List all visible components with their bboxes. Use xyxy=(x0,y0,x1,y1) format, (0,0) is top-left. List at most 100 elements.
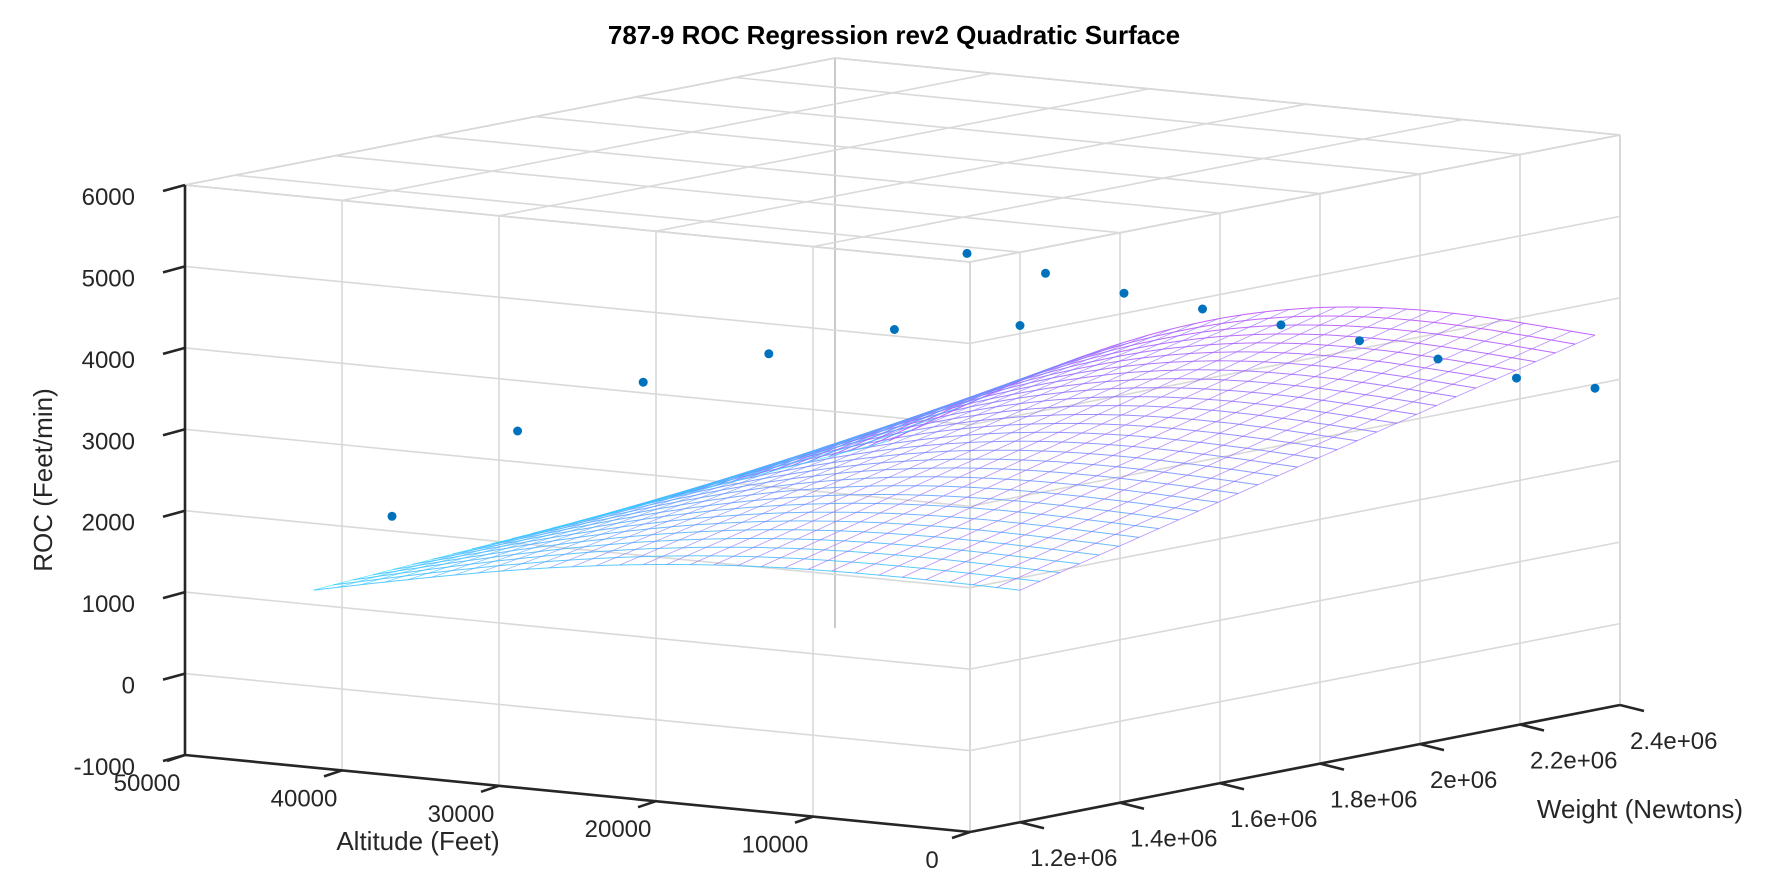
surface-mesh-line xyxy=(925,319,1501,581)
surface-mesh-line xyxy=(737,307,1313,567)
z-tick-label: 4000 xyxy=(82,347,135,374)
y-tick xyxy=(1419,742,1445,752)
grid-line-y-top xyxy=(634,96,1421,175)
y-axis-line xyxy=(969,703,1621,834)
grid-line-z xyxy=(184,591,971,670)
y-tick-label: 2e+06 xyxy=(1430,767,1497,794)
x-tick xyxy=(951,830,971,840)
grid-line-x-top xyxy=(341,72,993,202)
grid-line-y-top xyxy=(534,115,1321,195)
scatter-point xyxy=(1355,336,1364,346)
scatter-point xyxy=(962,248,972,258)
scatter-point xyxy=(1433,354,1443,364)
z-tick xyxy=(162,265,186,274)
surface-mesh-line xyxy=(313,440,889,591)
y-tick xyxy=(1619,703,1645,713)
scatter-point xyxy=(889,325,899,334)
z-tick xyxy=(162,183,186,193)
surface-mesh-line xyxy=(888,306,1596,442)
scatter-point xyxy=(1041,268,1050,278)
surface-mesh-line xyxy=(848,324,1556,452)
grid-line-z xyxy=(184,347,971,426)
surface-mesh-line xyxy=(760,306,1337,568)
grid-line-z-side xyxy=(969,459,1621,589)
z-tick-label: -1000 xyxy=(74,754,135,781)
x-tick xyxy=(323,769,343,778)
y-tick-label: 2.4e+06 xyxy=(1630,728,1717,755)
y-tick-label: 1.4e+06 xyxy=(1130,826,1217,853)
y-tick-label: 1.2e+06 xyxy=(1030,845,1117,872)
surface-mesh-line xyxy=(643,318,1219,565)
y-tick xyxy=(1019,820,1045,830)
grid-line-z xyxy=(184,672,971,752)
z-axis-label: ROC (Feet/min) xyxy=(28,388,58,571)
x-tick xyxy=(794,815,814,824)
chart-title: 787-9 ROC Regression rev2 Quadratic Surf… xyxy=(608,20,1180,50)
surface-mesh-line xyxy=(619,323,1195,566)
surface-mesh-line xyxy=(525,349,1101,570)
grid-line-x-top xyxy=(812,118,1464,248)
regression-surface xyxy=(313,306,1596,591)
grid xyxy=(184,57,1621,833)
y-tick-label: 1.8e+06 xyxy=(1330,787,1417,814)
z-tick xyxy=(162,428,186,437)
grid-line-y-top xyxy=(334,154,1121,234)
scatter-point xyxy=(1512,373,1521,383)
grid-line-x-top xyxy=(655,103,1307,232)
grid-line-z xyxy=(184,428,971,508)
y-tick xyxy=(1519,723,1545,732)
scatter-point xyxy=(1276,320,1286,330)
surface-mesh-line xyxy=(548,342,1125,569)
surface-mesh-line xyxy=(902,315,1478,578)
x-tick-label: 0 xyxy=(925,847,938,874)
scatter-point xyxy=(513,426,523,436)
x-tick-label: 50000 xyxy=(114,770,181,797)
z-tick-label: 5000 xyxy=(82,265,135,292)
surface-mesh-line xyxy=(807,307,1384,570)
y-tick-label: 1.6e+06 xyxy=(1230,806,1317,833)
scatter-point xyxy=(1590,383,1600,393)
scatter-points xyxy=(387,248,1600,521)
surface-mesh-line xyxy=(831,308,1407,572)
x-tick-label: 10000 xyxy=(742,832,809,859)
z-tick-label: 2000 xyxy=(82,510,135,537)
x-tick-label: 20000 xyxy=(585,816,652,843)
y-tick xyxy=(1319,762,1345,771)
grid-line-z-side xyxy=(969,215,1621,345)
surface-mesh-line xyxy=(313,564,1021,591)
z-tick xyxy=(162,346,186,356)
surface-mesh-line xyxy=(1019,334,1596,591)
scatter-point xyxy=(638,377,648,387)
grid-line-z-side xyxy=(969,622,1621,752)
grid-line-x-top xyxy=(498,88,1150,217)
z-tick xyxy=(162,753,186,763)
surface-mesh-line xyxy=(996,330,1572,588)
grid-line-x-top xyxy=(184,57,836,186)
surface-mesh-line xyxy=(878,313,1454,576)
grid-line-y-top xyxy=(434,135,1221,214)
grid-line-y-top xyxy=(734,76,1521,156)
x-tick xyxy=(637,799,657,809)
grid-line-z-side xyxy=(969,297,1621,426)
surface-mesh-line xyxy=(972,326,1549,586)
z-tick-label: 6000 xyxy=(82,184,135,211)
axes-box-back xyxy=(184,57,1621,832)
x-tick xyxy=(480,784,500,794)
y-tick-label: 2.2e+06 xyxy=(1530,748,1617,775)
z-tick xyxy=(162,590,186,600)
surface-mesh-line xyxy=(372,538,1080,576)
scatter-point xyxy=(1119,288,1129,298)
surface-mesh-line xyxy=(713,309,1289,566)
scatter-point xyxy=(1198,304,1207,314)
x-axis-line xyxy=(184,753,971,834)
surface-mesh-line xyxy=(784,306,1360,569)
surface-mesh-line xyxy=(336,429,913,588)
y-tick xyxy=(1219,781,1245,791)
tick-labels: 010000200003000040000500001.2e+061.4e+06… xyxy=(74,184,1718,874)
y-tick xyxy=(1119,801,1145,810)
grid-line-z-side xyxy=(969,541,1621,670)
surface-mesh-line xyxy=(431,386,1007,578)
scatter-point xyxy=(387,511,397,521)
axes xyxy=(162,183,1645,840)
y-axis-label: Weight (Newtons) xyxy=(1537,794,1743,824)
